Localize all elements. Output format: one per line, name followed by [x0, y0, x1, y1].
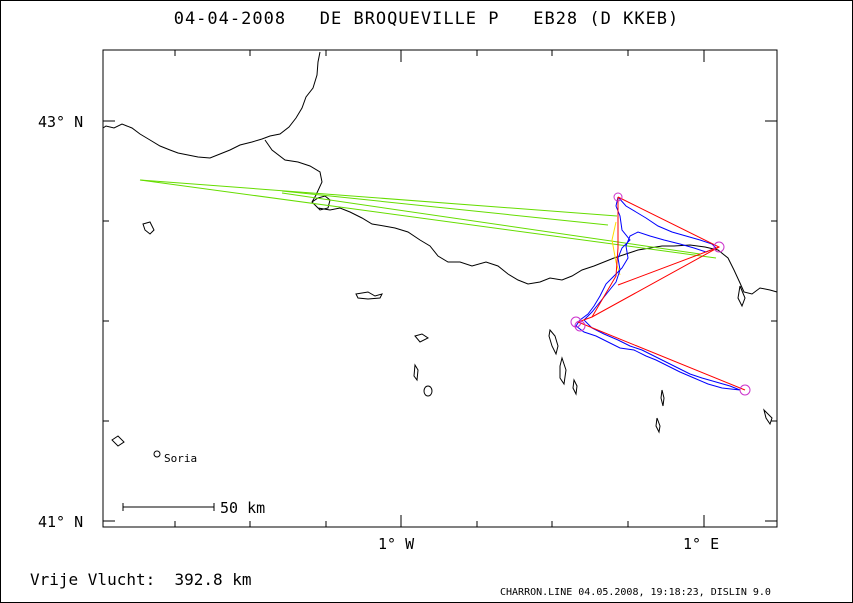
leg-segment — [611, 221, 621, 276]
city-label: Soria — [164, 452, 197, 465]
footer-credits: CHARRON.LINE 04.05.2008, 19:18:23, DISLI… — [500, 587, 771, 598]
flight-title: 04-04-2008 DE BROQUEVILLE P EB28 (D KKEB… — [173, 9, 680, 29]
turnpoint-start — [613, 192, 623, 202]
turnpoint-4 — [739, 384, 751, 396]
lon-label-1w: 1° W — [378, 535, 415, 553]
engine-segments — [139, 179, 717, 259]
scale-bar-label: 50 km — [220, 499, 265, 517]
turnpoint-2 — [570, 316, 582, 328]
axis-ticks — [103, 50, 777, 527]
free-flight-value: 392.8 km — [174, 570, 252, 589]
map-border — [102, 49, 778, 528]
coastline — [102, 51, 778, 308]
task-lines — [576, 196, 746, 391]
free-flight-label: Vrije Vlucht: — [30, 570, 156, 589]
lat-label-43: 43° N — [38, 113, 83, 131]
lon-label-1e: 1° E — [683, 535, 719, 553]
turnpoint-3 — [574, 320, 586, 332]
lakes — [111, 221, 773, 447]
turnpoint-1 — [713, 241, 725, 253]
free-flight-distance: Vrije Vlucht: 392.8 km — [30, 570, 252, 589]
city-marker — [153, 450, 161, 458]
lat-label-41: 41° N — [38, 513, 83, 531]
scale-bar — [122, 503, 215, 511]
turnpoint-markers — [570, 192, 751, 396]
flight-track — [575, 196, 741, 391]
